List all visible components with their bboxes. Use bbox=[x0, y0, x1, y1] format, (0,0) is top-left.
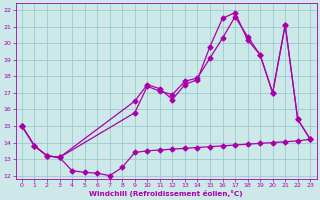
X-axis label: Windchill (Refroidissement éolien,°C): Windchill (Refroidissement éolien,°C) bbox=[89, 190, 243, 197]
